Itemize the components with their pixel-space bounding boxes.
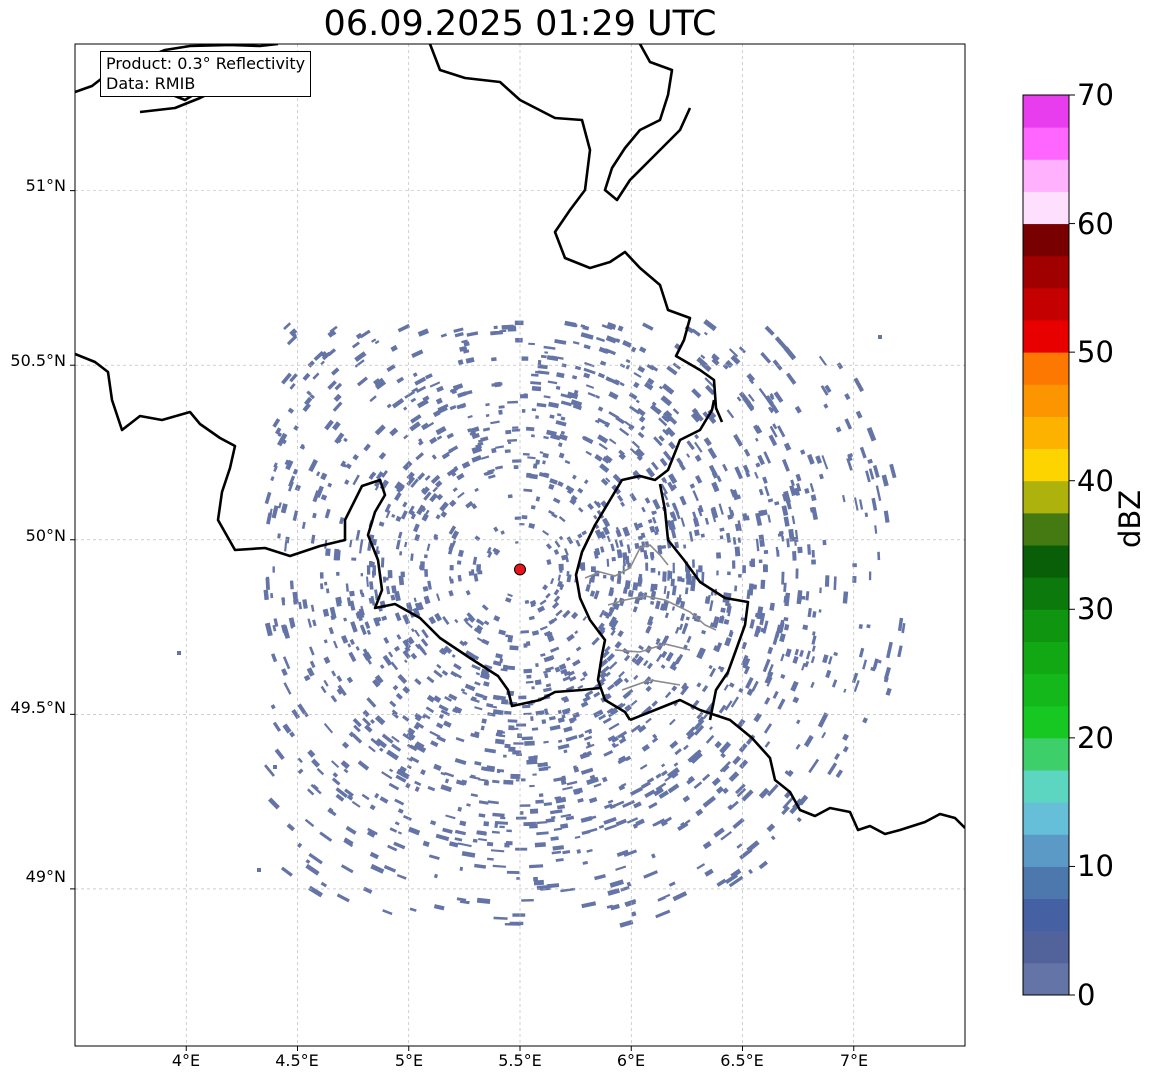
colorbar-label-60: 60 [1077, 207, 1114, 241]
lon-label-5-5: 5.5°E [498, 1051, 542, 1070]
colorbar-segment [1023, 802, 1069, 835]
colorbar-segment [1023, 641, 1069, 675]
border-be-lu [574, 399, 716, 721]
region-boundaries [584, 544, 717, 691]
colorbar-segment [1023, 159, 1069, 192]
colorbar [1023, 95, 1069, 996]
colorbar-segment [1023, 95, 1069, 128]
lon-label-5: 5°E [394, 1051, 424, 1070]
lat-label-50: 50°N [25, 526, 66, 545]
lon-label-4-5: 4.5°E [275, 1051, 319, 1070]
product-label: Product: 0.3° Reflectivity [106, 54, 306, 73]
border-lu-de [658, 483, 750, 721]
colorbar-label-10: 10 [1077, 849, 1114, 883]
colorbar-segment [1023, 287, 1069, 321]
colorbar-segment [1023, 770, 1069, 803]
isolated-echo [878, 335, 882, 339]
country-borders [75, 44, 965, 836]
border-nl-de-north [603, 44, 692, 202]
colorbar-segment [1023, 191, 1069, 225]
colorbar-segment [1023, 320, 1069, 353]
echo-speckle [263, 319, 906, 928]
colorbar-segment [1023, 223, 1069, 257]
colorbar-segment [1023, 898, 1069, 932]
colorbar-segment [1023, 448, 1069, 482]
colorbar-segment [1023, 480, 1069, 514]
lat-label-51: 51°N [25, 176, 66, 195]
colorbar-label-20: 20 [1077, 721, 1114, 755]
isolated-echo [273, 765, 277, 769]
colorbar-label-70: 70 [1077, 78, 1114, 112]
colorbar-segment [1023, 705, 1069, 739]
colorbar-segment [1023, 384, 1069, 417]
isolated-echo [257, 868, 261, 872]
colorbar-segment [1023, 609, 1069, 642]
colorbar-segment [1023, 127, 1069, 160]
border-be-fr [75, 352, 601, 708]
colorbar-label-30: 30 [1077, 592, 1114, 626]
lon-label-7: 7°E [839, 1051, 869, 1070]
colorbar-label-50: 50 [1077, 335, 1114, 369]
graticule [75, 44, 965, 1046]
colorbar-segment [1023, 930, 1069, 964]
lon-label-6-5: 6.5°E [720, 1051, 764, 1070]
lat-label-49-5: 49.5°N [10, 698, 66, 717]
axis-ticks [70, 190, 855, 1051]
colorbar-segment [1023, 834, 1069, 867]
colorbar-label-40: 40 [1077, 464, 1114, 498]
radar-site-marker [514, 563, 526, 576]
lon-label-6: 6°E [616, 1051, 646, 1070]
reflectivity-echoes [177, 319, 906, 928]
border-fr-de [629, 698, 965, 836]
product-info-box: Product: 0.3° Reflectivity Data: RMIB [100, 51, 312, 97]
colorbar-border [1022, 94, 1070, 996]
colorbar-segment [1023, 962, 1069, 996]
colorbar-segment [1023, 352, 1069, 385]
data-source-label: Data: RMIB [106, 74, 196, 93]
lon-label-4: 4°E [171, 1051, 201, 1070]
colorbar-segment [1023, 416, 1069, 450]
colorbar-segment [1023, 673, 1069, 707]
colorbar-segment [1023, 545, 1069, 578]
colorbar-segment [1023, 577, 1069, 610]
colorbar-label-0: 0 [1077, 978, 1096, 1012]
colorbar-segment [1023, 512, 1069, 546]
lat-label-49: 49°N [25, 867, 66, 886]
colorbar-segment [1023, 866, 1069, 900]
colorbar-unit-label: dBZ [1113, 489, 1147, 548]
border-nl-de [428, 44, 724, 423]
colorbar-segment [1023, 737, 1069, 771]
colorbar-ticks [1069, 94, 1075, 996]
region-boundary-north [584, 544, 669, 579]
isolated-echo [177, 651, 181, 655]
map-title: 06.09.2025 01:29 UTC [323, 4, 717, 44]
colorbar-segment [1023, 255, 1069, 289]
lat-label-50-5: 50.5°N [10, 351, 66, 370]
region-boundary-south [607, 595, 717, 691]
